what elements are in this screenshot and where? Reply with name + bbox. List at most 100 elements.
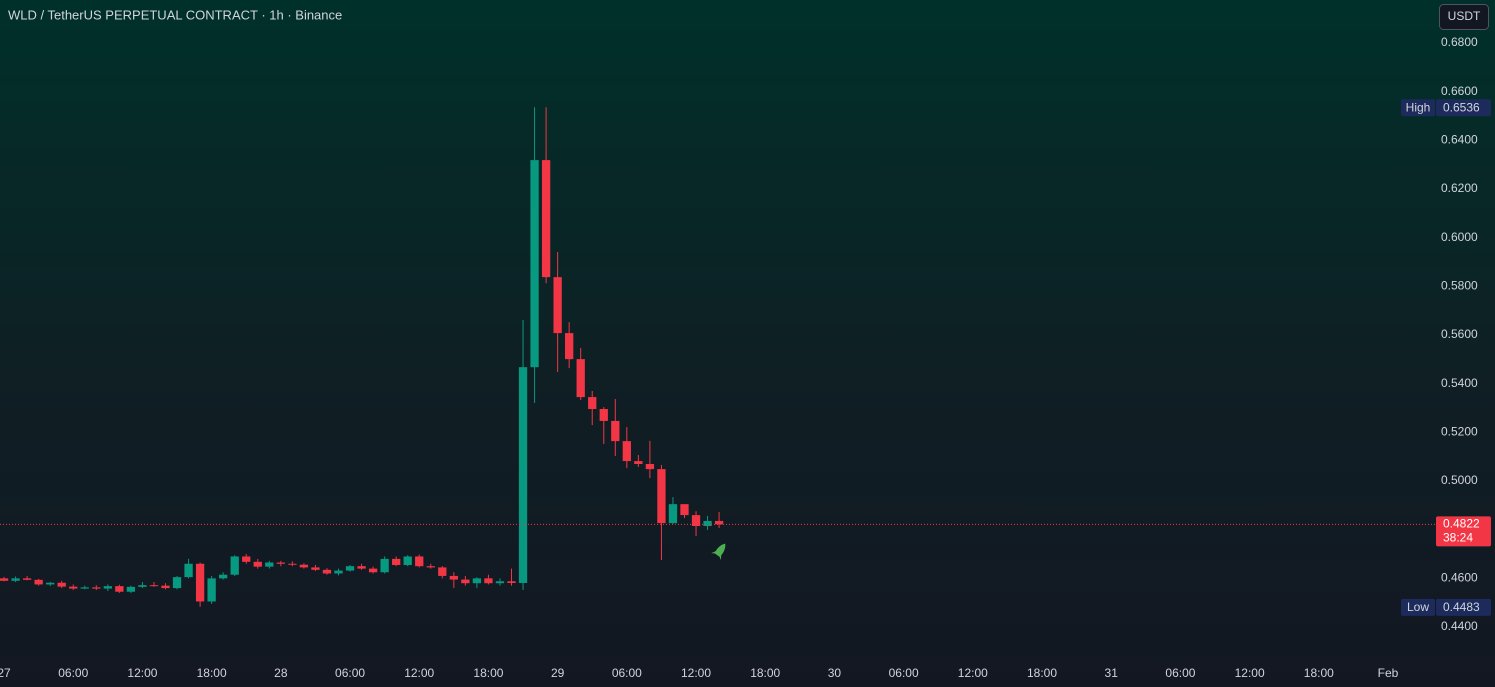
y-tick-label: 0.6800 (1441, 35, 1478, 49)
candle-body (149, 585, 159, 587)
low-marker-name-box (1401, 598, 1435, 616)
last-price-tag (1436, 516, 1491, 547)
candle-body (530, 160, 539, 368)
candle-body (611, 420, 620, 442)
candle-body (138, 585, 147, 587)
candle-body (0, 578, 9, 581)
candle-body (576, 359, 585, 398)
x-tick-label: 12:00 (958, 666, 988, 680)
candle-body (553, 277, 562, 334)
candle-body (691, 515, 701, 527)
y-tick-label: 0.5400 (1441, 376, 1478, 390)
candle-body (34, 579, 43, 585)
candle-body (634, 461, 643, 464)
candle-body (115, 586, 124, 592)
candle-body (80, 587, 89, 589)
y-tick-label: 0.5200 (1441, 425, 1478, 439)
candle-body (172, 577, 182, 589)
rocket-icon (711, 543, 726, 561)
x-tick-label: 18:00 (750, 666, 780, 680)
high-marker-name: High (1406, 100, 1431, 114)
x-tick-label: 06:00 (1165, 666, 1195, 680)
candle-body (657, 469, 666, 524)
candle-body (253, 561, 262, 567)
y-tick-label: 0.4600 (1441, 571, 1478, 585)
y-tick-label: 0.5800 (1441, 279, 1478, 293)
candle-body (11, 578, 20, 581)
candle-body (565, 333, 574, 360)
candle-body (680, 504, 689, 516)
y-tick-label: 0.5000 (1441, 473, 1478, 487)
x-tick-label: 12:00 (127, 666, 157, 680)
candle-body (622, 441, 631, 462)
candle-body (403, 556, 412, 565)
currency-button-label[interactable]: USDT (1448, 9, 1481, 23)
low-marker-box (1436, 598, 1491, 616)
candle-body (588, 397, 597, 410)
y-tick-label: 0.4400 (1441, 619, 1478, 633)
candle-body (368, 568, 378, 573)
candle-body (276, 562, 285, 564)
x-tick-label: 31 (1105, 666, 1119, 680)
candle-body (426, 566, 435, 568)
candle-body (380, 558, 389, 573)
x-tick-label: 06:00 (612, 666, 642, 680)
x-tick-label: 06:00 (889, 666, 919, 680)
candle-body (46, 582, 55, 585)
candle-body (714, 520, 724, 525)
y-tick-label: 0.6000 (1441, 230, 1478, 244)
candle-body (230, 556, 239, 575)
candle-body (195, 563, 205, 602)
candle-body (703, 520, 712, 527)
candle-body (103, 586, 112, 589)
candle-body (668, 504, 678, 524)
candle-body (345, 566, 355, 571)
y-tick-label: 0.6600 (1441, 84, 1478, 98)
x-tick-label: 27 (0, 666, 11, 680)
candle-body (207, 578, 216, 602)
candle-body (69, 586, 78, 589)
x-tick-label: 12:00 (404, 666, 434, 680)
candle-body (507, 581, 516, 583)
x-tick-label: 28 (274, 666, 288, 680)
x-tick-label: 18:00 (1304, 666, 1334, 680)
candle-body (184, 563, 193, 578)
y-tick-label: 0.6200 (1441, 181, 1478, 195)
high-marker-value: 0.6536 (1443, 100, 1480, 114)
x-tick-label: 18:00 (197, 666, 227, 680)
candle-body (357, 566, 366, 569)
high-marker-box (1436, 99, 1491, 117)
candle-body (392, 558, 401, 565)
candle-body (57, 582, 66, 587)
candle-body (645, 463, 655, 470)
candle-body (461, 579, 470, 584)
high-marker-name-box (1401, 99, 1435, 117)
candle-body (472, 578, 482, 584)
candle-body (518, 367, 528, 583)
candle-body (219, 574, 228, 579)
candle-body (541, 160, 551, 278)
candle-body (92, 587, 101, 589)
low-marker-value: 0.4483 (1443, 600, 1480, 614)
currency-button[interactable] (1439, 4, 1489, 30)
candle-body (22, 578, 32, 580)
chart-title: WLD / TetherUS PERPETUAL CONTRACT · 1h ·… (8, 7, 342, 22)
y-tick-label: 0.5600 (1441, 327, 1478, 341)
x-tick-label: 18:00 (473, 666, 503, 680)
candle-body (311, 567, 320, 570)
low-marker-name: Low (1407, 600, 1429, 614)
x-tick-label: Feb (1378, 666, 1399, 680)
last-price-label: 0.4822 (1443, 517, 1480, 531)
y-tick-label: 0.6400 (1441, 133, 1478, 147)
x-tick-label: 06:00 (58, 666, 88, 680)
candle-body (242, 556, 251, 562)
candle-body (449, 575, 458, 580)
x-tick-label: 30 (828, 666, 842, 680)
candle-body (415, 556, 424, 567)
candle-body (334, 570, 343, 574)
candle-body (322, 569, 332, 574)
candle-body (438, 567, 447, 576)
